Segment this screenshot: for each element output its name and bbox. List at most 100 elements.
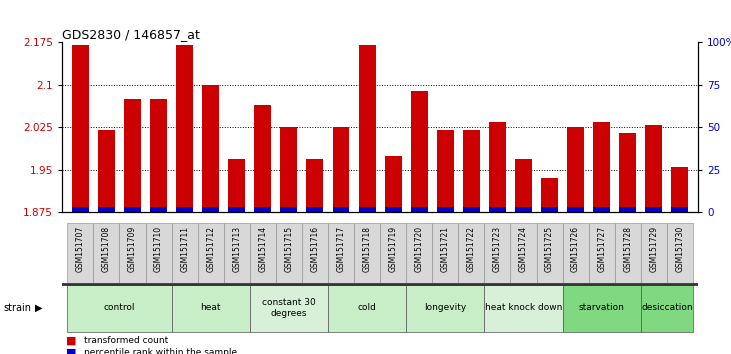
Bar bbox=[276, 223, 302, 283]
Text: GSM151718: GSM151718 bbox=[363, 226, 371, 272]
Bar bbox=[72, 45, 89, 212]
Text: GSM151711: GSM151711 bbox=[180, 226, 189, 272]
Bar bbox=[150, 207, 167, 212]
Text: GSM151712: GSM151712 bbox=[206, 226, 215, 272]
Text: starvation: starvation bbox=[579, 303, 624, 313]
Text: GSM151729: GSM151729 bbox=[649, 226, 659, 272]
Bar bbox=[254, 207, 271, 212]
Text: GSM151713: GSM151713 bbox=[232, 226, 241, 272]
Text: GSM151715: GSM151715 bbox=[284, 226, 293, 272]
Bar bbox=[615, 223, 641, 283]
Bar bbox=[671, 207, 689, 212]
Bar bbox=[458, 223, 485, 283]
Text: GSM151710: GSM151710 bbox=[154, 226, 163, 272]
Bar bbox=[485, 223, 510, 283]
Bar bbox=[176, 45, 193, 212]
Bar bbox=[145, 223, 172, 283]
Bar bbox=[563, 223, 588, 283]
Text: control: control bbox=[104, 303, 135, 313]
Bar bbox=[567, 127, 584, 212]
Text: GSM151730: GSM151730 bbox=[675, 226, 684, 272]
Text: GSM151728: GSM151728 bbox=[624, 226, 632, 272]
Text: GSM151716: GSM151716 bbox=[311, 226, 319, 272]
Bar bbox=[619, 207, 636, 212]
Text: GSM151727: GSM151727 bbox=[597, 226, 606, 272]
Bar bbox=[72, 207, 89, 212]
Bar bbox=[281, 207, 298, 212]
Bar bbox=[124, 207, 141, 212]
Bar bbox=[328, 285, 406, 332]
Bar bbox=[67, 285, 172, 332]
Bar bbox=[306, 207, 323, 212]
Bar bbox=[359, 207, 376, 212]
Bar bbox=[411, 207, 428, 212]
Bar bbox=[619, 133, 636, 212]
Bar bbox=[510, 223, 537, 283]
Bar bbox=[489, 122, 506, 212]
Bar bbox=[202, 85, 219, 212]
Bar bbox=[671, 167, 689, 212]
Bar bbox=[432, 223, 458, 283]
Bar bbox=[302, 223, 328, 283]
Bar bbox=[588, 223, 615, 283]
Bar bbox=[250, 285, 328, 332]
Bar bbox=[406, 223, 432, 283]
Text: cold: cold bbox=[357, 303, 376, 313]
Bar bbox=[254, 105, 271, 212]
Bar bbox=[489, 207, 506, 212]
Text: GSM151717: GSM151717 bbox=[336, 226, 346, 272]
Bar bbox=[667, 223, 693, 283]
Bar bbox=[333, 127, 349, 212]
Bar bbox=[567, 207, 584, 212]
Bar bbox=[385, 156, 401, 212]
Text: ■: ■ bbox=[66, 336, 76, 346]
Bar bbox=[515, 159, 532, 212]
Text: GSM151726: GSM151726 bbox=[571, 226, 580, 272]
Bar bbox=[250, 223, 276, 283]
Bar bbox=[67, 223, 94, 283]
Bar bbox=[228, 159, 245, 212]
Text: heat knock down: heat knock down bbox=[485, 303, 562, 313]
Text: constant 30
degrees: constant 30 degrees bbox=[262, 298, 316, 318]
Text: desiccation: desiccation bbox=[641, 303, 693, 313]
Bar bbox=[437, 130, 454, 212]
Bar bbox=[385, 207, 401, 212]
Bar bbox=[224, 223, 250, 283]
Text: GSM151707: GSM151707 bbox=[76, 226, 85, 272]
Text: GSM151709: GSM151709 bbox=[128, 226, 137, 272]
Bar bbox=[328, 223, 354, 283]
Bar bbox=[98, 130, 115, 212]
Bar bbox=[150, 99, 167, 212]
Bar bbox=[437, 207, 454, 212]
Text: GSM151724: GSM151724 bbox=[519, 226, 528, 272]
Text: GSM151723: GSM151723 bbox=[493, 226, 502, 272]
Bar bbox=[306, 159, 323, 212]
Bar bbox=[537, 223, 563, 283]
Text: GSM151721: GSM151721 bbox=[441, 226, 450, 272]
Bar bbox=[98, 207, 115, 212]
Text: GSM151714: GSM151714 bbox=[258, 226, 268, 272]
Bar bbox=[197, 223, 224, 283]
Bar bbox=[406, 285, 485, 332]
Bar bbox=[463, 207, 480, 212]
Bar bbox=[593, 207, 610, 212]
Text: GSM151725: GSM151725 bbox=[545, 226, 554, 272]
Bar bbox=[641, 223, 667, 283]
Text: transformed count: transformed count bbox=[84, 336, 168, 345]
Bar bbox=[172, 223, 197, 283]
Bar bbox=[485, 285, 563, 332]
Bar bbox=[281, 127, 298, 212]
Bar bbox=[94, 223, 119, 283]
Bar bbox=[563, 285, 641, 332]
Bar bbox=[463, 130, 480, 212]
Bar bbox=[202, 207, 219, 212]
Text: longevity: longevity bbox=[424, 303, 466, 313]
Bar bbox=[333, 207, 349, 212]
Bar bbox=[228, 207, 245, 212]
Bar bbox=[645, 125, 662, 212]
Bar bbox=[593, 122, 610, 212]
Bar bbox=[354, 223, 380, 283]
Bar bbox=[124, 99, 141, 212]
Text: GSM151719: GSM151719 bbox=[389, 226, 398, 272]
Text: GDS2830 / 146857_at: GDS2830 / 146857_at bbox=[62, 28, 200, 41]
